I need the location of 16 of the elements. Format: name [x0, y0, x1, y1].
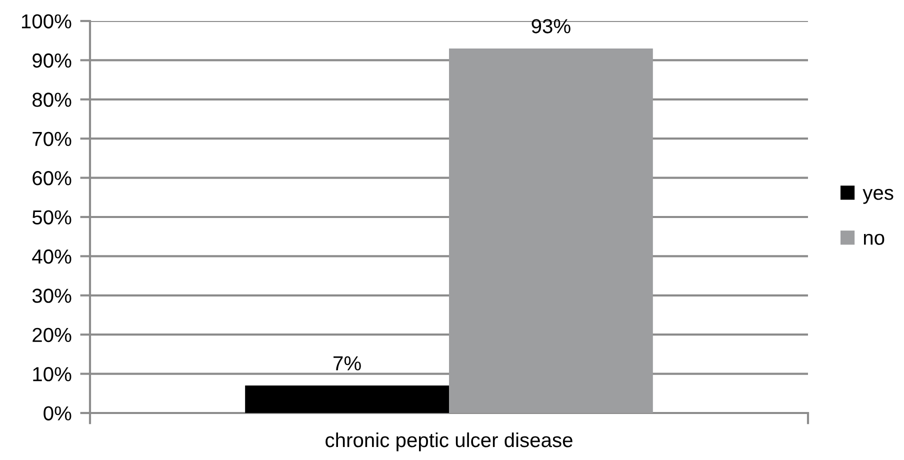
- y-tick-label: 100%: [22, 14, 72, 28]
- legend-label: yes: [862, 188, 894, 204]
- y-tick-label: 80%: [32, 92, 72, 107]
- y-tick-label: 30%: [32, 288, 72, 303]
- data-label: 7%: [334, 356, 361, 370]
- y-tick-label: 10%: [33, 367, 72, 382]
- y-tick-label: 0%: [44, 406, 72, 420]
- y-tick-label: 90%: [32, 53, 72, 68]
- y-tick-label: 20%: [32, 328, 72, 342]
- y-tick-label: 50%: [32, 210, 72, 224]
- y-tick-label: 70%: [32, 132, 72, 146]
- data-label: 93%: [532, 19, 570, 34]
- legend-label: no: [864, 234, 884, 245]
- x-tick-label: chronic peptic ulcer disease: [326, 432, 572, 452]
- y-tick-label: 60%: [32, 171, 72, 186]
- y-tick-label: 40%: [32, 249, 72, 264]
